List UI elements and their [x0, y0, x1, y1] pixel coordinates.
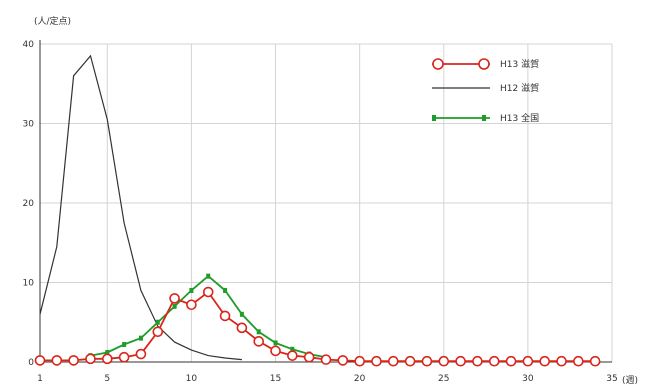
data-point	[105, 349, 110, 355]
legend-marker	[432, 58, 444, 70]
data-point	[68, 355, 79, 366]
x-tick-label: 20	[354, 374, 366, 384]
legend-label: H13 全国	[500, 112, 539, 124]
series-2	[88, 273, 328, 360]
legend-marker	[482, 115, 486, 121]
y-tick-label: 20	[23, 199, 35, 209]
y-tick-label: 30	[23, 120, 35, 130]
data-point	[169, 293, 180, 304]
grid	[40, 43, 613, 362]
series-0	[34, 286, 601, 367]
data-point	[256, 329, 261, 335]
legend-label: H13 滋賀	[500, 58, 539, 70]
x-tick-label: 30	[522, 374, 534, 384]
legend-marker	[432, 115, 436, 121]
data-point	[455, 355, 466, 367]
data-point	[172, 303, 177, 309]
data-point	[287, 350, 298, 361]
data-point	[354, 355, 365, 367]
data-point	[371, 355, 382, 367]
data-point	[273, 340, 278, 346]
series-layer	[34, 54, 601, 367]
series-line	[40, 290, 596, 363]
data-point	[505, 355, 517, 367]
legend-item-0: H13 滋賀	[432, 58, 539, 70]
data-point	[236, 322, 248, 334]
series-1	[39, 54, 242, 361]
data-point	[404, 355, 416, 367]
data-point	[122, 342, 127, 348]
y-tick-label: 0	[28, 358, 34, 368]
x-tick-label: 10	[186, 374, 198, 384]
data-point	[186, 299, 197, 311]
data-point	[253, 336, 265, 347]
data-point	[522, 355, 534, 367]
data-point	[152, 326, 164, 338]
data-point	[472, 355, 483, 367]
data-point	[290, 346, 295, 352]
data-point	[101, 353, 113, 365]
legend: H13 滋賀 H12 滋賀 H13 全国	[432, 58, 539, 124]
data-point	[320, 354, 332, 365]
data-point	[118, 351, 130, 363]
data-point	[138, 335, 143, 341]
data-point	[539, 355, 551, 367]
data-point	[155, 319, 160, 325]
legend-marker	[478, 58, 490, 70]
data-point	[270, 345, 281, 357]
data-point	[556, 355, 567, 367]
legend-item-2: H13 全国	[432, 112, 539, 124]
data-point	[135, 348, 147, 360]
data-point	[387, 355, 399, 367]
legend-label: H12 滋賀	[500, 82, 539, 94]
legend-item-1: H12 滋賀	[432, 82, 539, 94]
data-point	[239, 311, 244, 317]
data-point	[219, 310, 231, 322]
data-point	[202, 286, 214, 298]
data-point	[85, 353, 96, 365]
data-point	[223, 287, 228, 293]
y-tick-label: 40	[23, 40, 35, 50]
x-tick-label: 35	[606, 374, 617, 384]
data-point	[488, 355, 500, 367]
x-tick-label: 25	[438, 374, 449, 384]
x-tick-label: 5	[104, 374, 110, 384]
x-tick-label: 15	[270, 374, 281, 384]
data-point	[303, 351, 315, 363]
data-point	[337, 355, 349, 366]
y-tick-label: 10	[23, 279, 35, 289]
x-tick-label: 1	[37, 374, 43, 384]
data-point	[421, 355, 433, 367]
series-line	[39, 54, 242, 361]
y-axis-label: (人/定点)	[34, 15, 71, 27]
data-point	[206, 273, 211, 279]
data-point	[573, 355, 584, 367]
data-point	[589, 355, 601, 367]
data-point	[51, 355, 63, 366]
data-point	[189, 287, 194, 293]
data-point	[34, 355, 46, 366]
x-axis-label: (週)	[622, 375, 638, 386]
data-point	[438, 355, 450, 367]
